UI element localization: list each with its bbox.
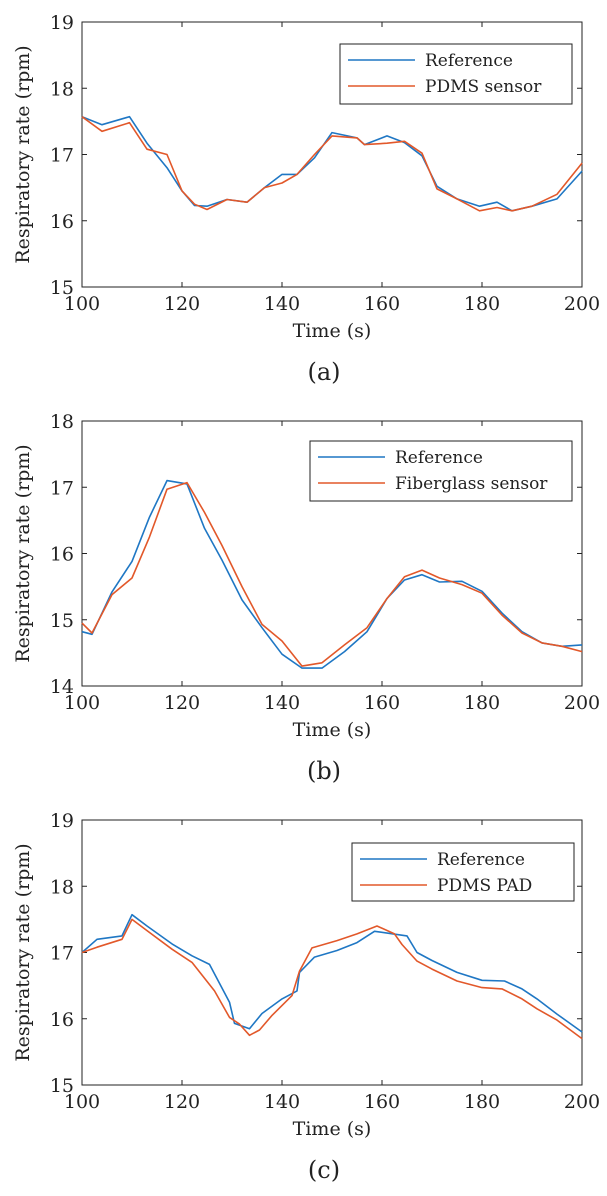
x-tick-label: 120 (164, 293, 200, 315)
x-tick-label: 200 (564, 692, 600, 714)
series-line-b-reference (81, 479, 583, 669)
x-tick-label: 180 (464, 293, 500, 315)
legend-entry: Reference (437, 850, 525, 870)
legend-entry: PDMS PAD (437, 876, 532, 896)
y-tick-label: 18 (50, 78, 74, 100)
legend-entry: Reference (395, 448, 483, 468)
x-tick-label: 180 (464, 1091, 500, 1113)
y-tick-label: 16 (50, 1009, 74, 1031)
y-tick-label: 15 (50, 1075, 74, 1097)
legend-box (339, 43, 573, 105)
x-tick-label: 160 (364, 293, 400, 315)
legend-entry: Fiberglass sensor (395, 474, 548, 494)
x-tick-label: 160 (364, 692, 400, 714)
y-tick-label: 16 (50, 544, 74, 566)
chart-a-svg: 100 120 140 160 180 200 15 16 17 18 19 Time (s) Resp… (12, 12, 600, 386)
x-tick-label: 200 (564, 293, 600, 315)
chart-c-svg: 100 120 140 160 180 200 15 16 17 18 19 Time (s) Resp… (12, 810, 600, 1184)
series-line-c-sensor (81, 918, 583, 1040)
figure-c: 100 120 140 160 180 200 15 16 17 18 19 Time (s) Resp… (0, 798, 607, 1196)
figure-a: 100 120 140 160 180 200 15 16 17 18 19 Time (s) Resp… (0, 0, 607, 398)
x-tick-label: 200 (564, 1091, 600, 1113)
legend-box (309, 440, 573, 502)
legend-entry: Reference (425, 51, 513, 71)
y-tick-label: 14 (50, 676, 74, 698)
y-axis-label: Respiratory rate (rpm) (12, 45, 34, 263)
legend-box (351, 842, 575, 902)
y-tick-label: 15 (50, 610, 74, 632)
figure-caption: (b) (307, 757, 341, 785)
figure-caption: (a) (307, 358, 340, 386)
y-tick-label: 19 (50, 12, 74, 34)
y-axis-label: Respiratory rate (rpm) (12, 444, 34, 662)
series-line-a-sensor (81, 116, 583, 212)
x-tick-label: 100 (64, 692, 100, 714)
legend-entry: PDMS sensor (425, 77, 542, 97)
x-tick-label: 140 (264, 1091, 300, 1113)
x-tick-label: 120 (164, 692, 200, 714)
y-tick-label: 17 (50, 477, 74, 499)
x-tick-label: 100 (64, 1091, 100, 1113)
y-tick-label: 18 (50, 876, 74, 898)
x-tick-label: 160 (364, 1091, 400, 1113)
x-tick-label: 140 (264, 293, 300, 315)
y-tick-label: 15 (50, 277, 74, 299)
y-tick-label: 18 (50, 411, 74, 433)
figure-caption: (c) (308, 1156, 340, 1184)
y-axis-label: Respiratory rate (rpm) (12, 843, 34, 1061)
x-tick-label: 140 (264, 692, 300, 714)
x-tick-label: 180 (464, 692, 500, 714)
x-tick-label: 100 (64, 293, 100, 315)
x-axis-label: Time (s) (293, 320, 372, 342)
y-tick-label: 17 (50, 145, 74, 167)
x-axis-label: Time (s) (293, 1118, 372, 1140)
y-tick-label: 19 (50, 810, 74, 832)
x-axis-label: Time (s) (293, 719, 372, 741)
y-tick-label: 17 (50, 943, 74, 965)
x-tick-label: 120 (164, 1091, 200, 1113)
y-tick-label: 16 (50, 211, 74, 233)
series-line-b-sensor (81, 481, 583, 667)
figure-b: 100 120 140 160 180 200 14 15 16 17 18 Time (s) Resp… (0, 399, 607, 797)
chart-b-svg: 100 120 140 160 180 200 14 15 16 17 18 Time (s) Resp… (12, 411, 600, 785)
